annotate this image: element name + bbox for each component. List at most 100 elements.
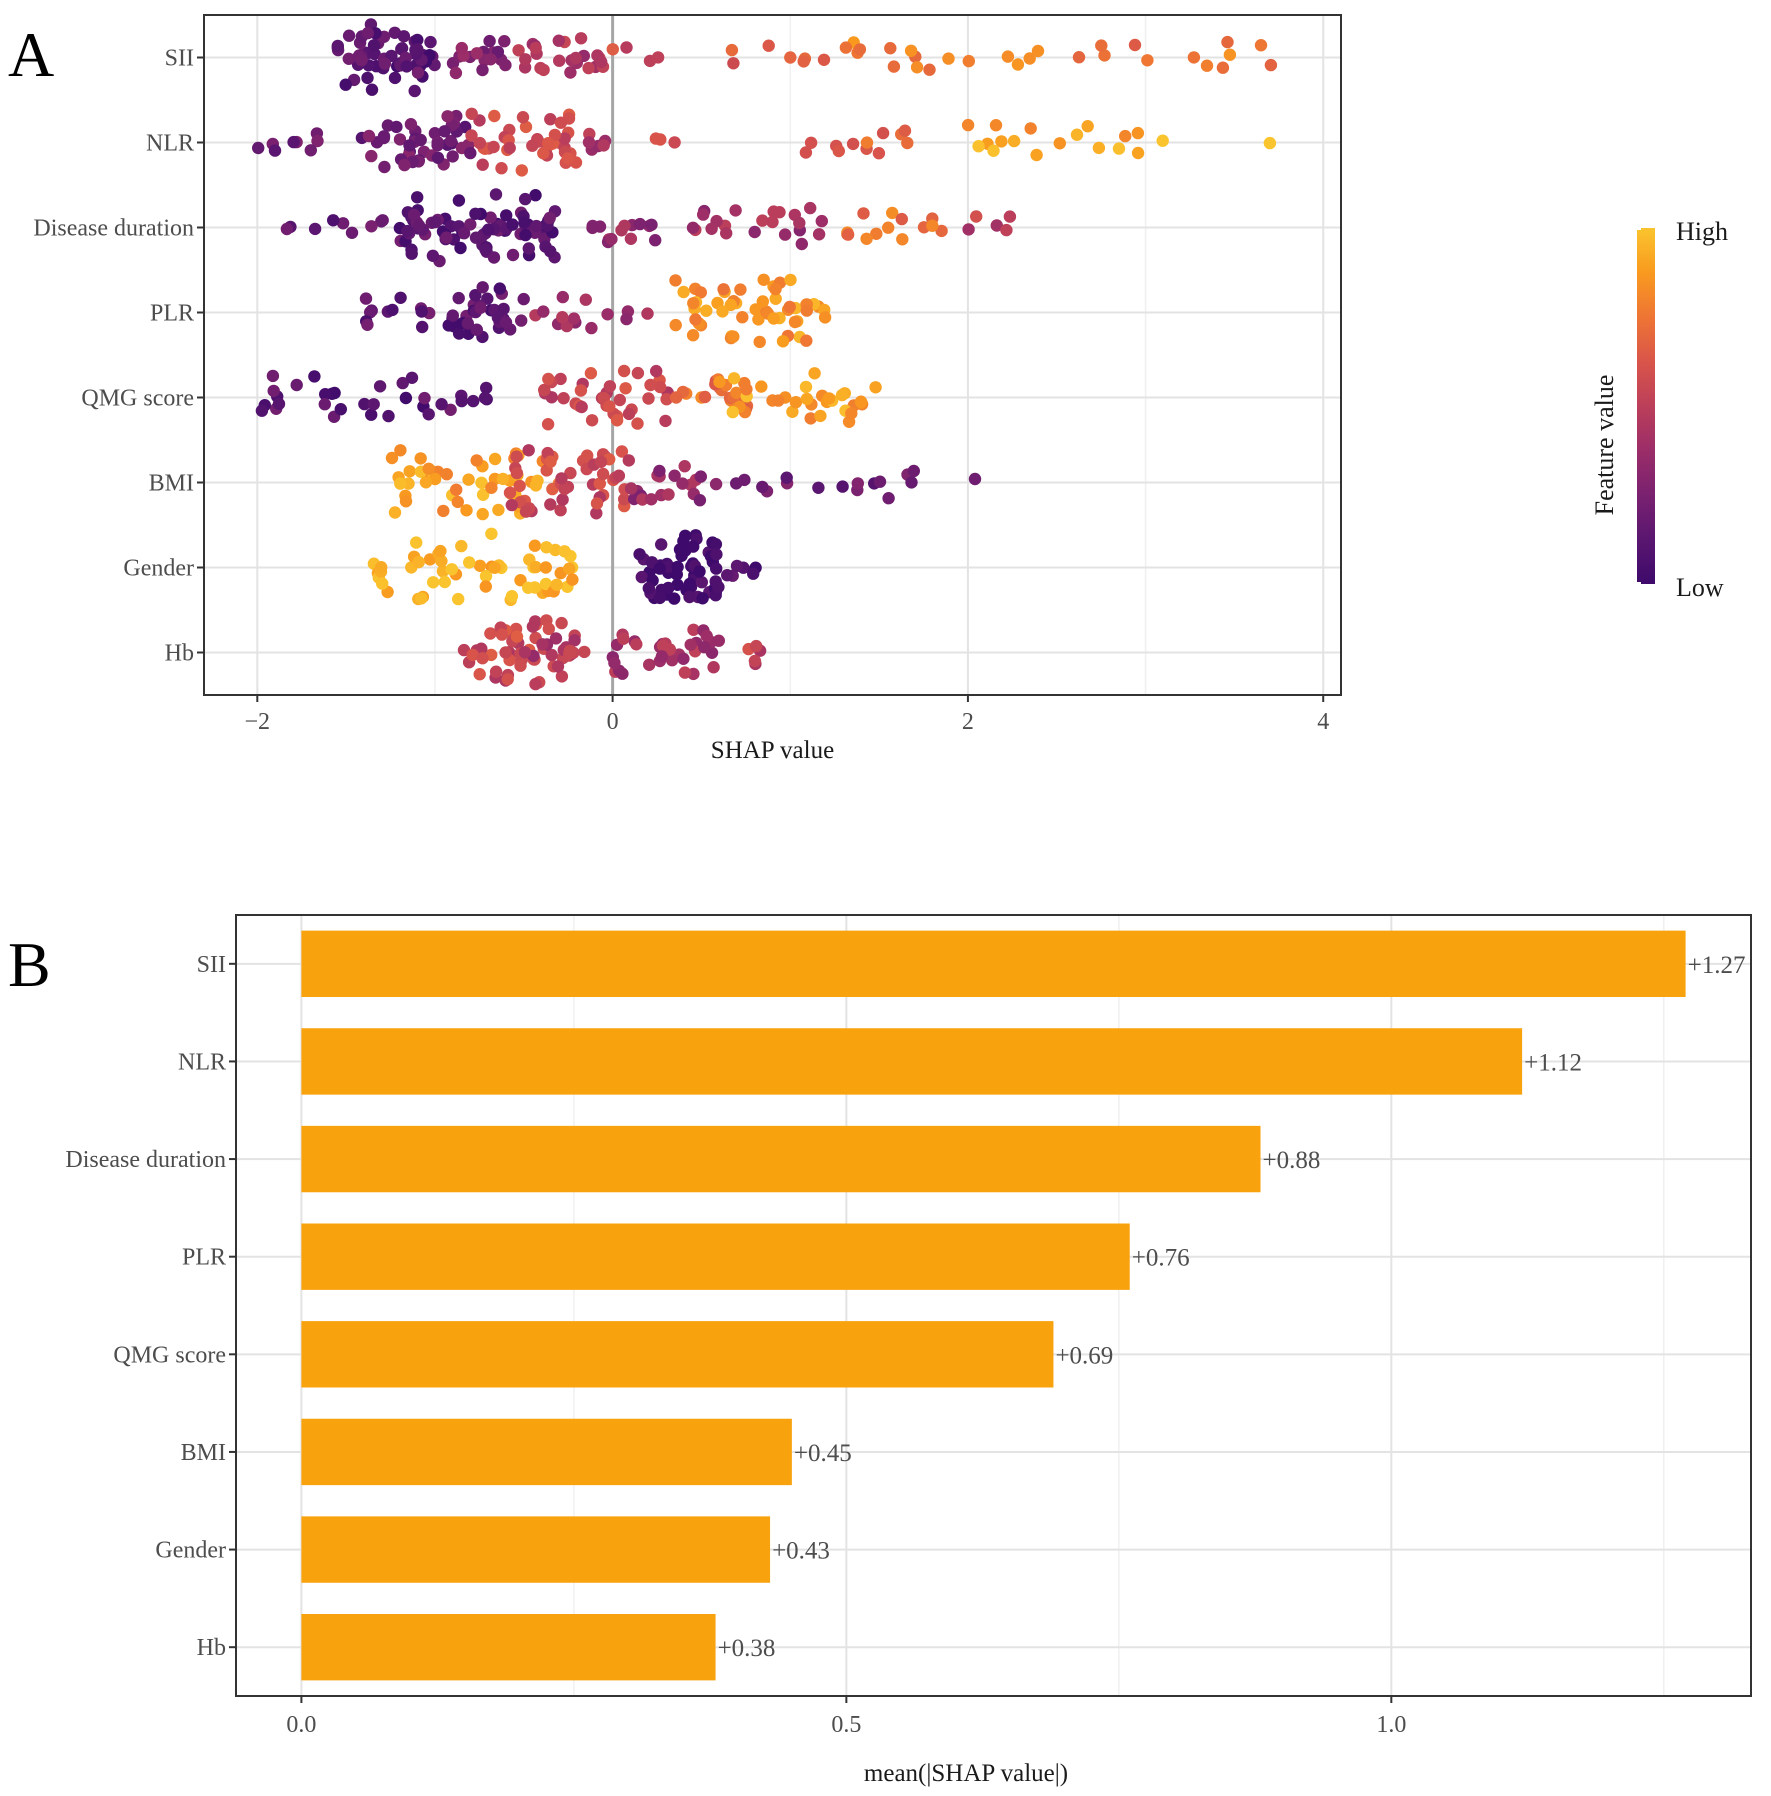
y-tick-label: QMG score	[81, 386, 194, 412]
shap-point	[510, 630, 524, 643]
shap-point	[687, 623, 700, 636]
importance-bar	[301, 1321, 1054, 1388]
shap-point	[475, 642, 488, 655]
x-tick-label: 1.0	[1376, 1712, 1406, 1738]
shap-point	[515, 164, 528, 177]
y-tick-label: Gender	[123, 556, 194, 582]
shap-point	[905, 476, 918, 489]
importance-bar-panel: +1.27 +1.12 +0.88 +0.76 +0.69 +0.45 +0.43 +0.38…	[65, 914, 1752, 1787]
shap-point	[415, 305, 428, 318]
shap-point	[832, 144, 845, 158]
shap-point	[268, 144, 282, 157]
shap-point	[676, 477, 689, 490]
shap-point	[671, 560, 684, 574]
shap-point	[1112, 142, 1126, 155]
shap-point	[501, 673, 514, 686]
shap-point	[544, 498, 557, 511]
shap-point	[730, 386, 743, 399]
shap-point	[452, 592, 465, 606]
shap-point	[1131, 146, 1145, 160]
shap-point	[540, 541, 553, 554]
shap-point	[935, 224, 948, 238]
shap-point	[630, 638, 643, 651]
shap-point	[668, 136, 681, 149]
shap-point	[530, 219, 543, 233]
shap-point	[403, 139, 416, 152]
shap-point	[841, 228, 855, 241]
shap-point	[479, 569, 493, 583]
shap-point	[633, 548, 646, 561]
shap-point	[476, 281, 489, 294]
shap-point	[962, 223, 975, 236]
shap-point	[496, 472, 510, 486]
shap-point	[665, 654, 679, 667]
shap-point	[529, 677, 542, 691]
series-gender	[367, 527, 762, 607]
shap-point	[412, 219, 426, 232]
shap-point	[397, 30, 411, 43]
shap-point	[566, 573, 579, 586]
shap-point	[553, 54, 566, 67]
shap-point	[585, 321, 598, 335]
shap-point	[846, 137, 860, 151]
series-hb	[457, 614, 767, 691]
bar-value-label: +0.45	[794, 1440, 852, 1467]
shap-point	[710, 548, 723, 561]
importance-bar	[301, 1028, 1523, 1095]
shap-point	[355, 54, 368, 67]
shap-point	[558, 482, 571, 496]
shap-point	[544, 113, 557, 126]
shap-point	[749, 303, 762, 316]
shap-point	[752, 313, 765, 326]
shap-point	[1187, 51, 1201, 64]
shap-point	[469, 289, 482, 302]
shap-point	[804, 201, 817, 215]
shap-point	[410, 536, 423, 549]
legend-title: Feature value	[1590, 375, 1619, 516]
shap-point	[651, 51, 665, 64]
shap-point	[424, 35, 437, 49]
shap-point	[361, 71, 374, 85]
shap-point	[693, 565, 706, 578]
shap-point	[788, 315, 802, 329]
shap-point	[644, 378, 657, 392]
shap-point	[386, 303, 399, 317]
shap-point	[597, 139, 610, 152]
shap-point	[669, 318, 682, 332]
shap-point	[1131, 126, 1145, 140]
shap-point	[709, 538, 723, 551]
legend-color-bar	[1637, 228, 1655, 584]
importance-bar	[301, 1125, 1261, 1193]
shap-point	[942, 52, 955, 65]
shap-point	[555, 670, 569, 683]
shap-point	[378, 160, 391, 174]
shap-point	[476, 652, 489, 665]
shap-point	[750, 639, 763, 653]
shap-point	[642, 392, 655, 405]
y-tick-label: PLR	[182, 1245, 226, 1271]
shap-point	[336, 217, 350, 230]
shap-point	[308, 222, 322, 236]
shap-point	[1119, 129, 1132, 143]
shap-point	[488, 561, 501, 574]
shap-point	[437, 504, 450, 518]
shap-point	[476, 158, 489, 171]
shap-point	[393, 133, 407, 146]
shap-point	[388, 506, 402, 519]
shap-point	[375, 215, 388, 228]
series-plr	[359, 273, 832, 349]
shap-point	[537, 305, 550, 318]
shap-point	[789, 396, 803, 409]
shap-point	[579, 293, 592, 306]
shap-point	[452, 327, 466, 340]
shap-point	[817, 53, 831, 66]
shap-point	[687, 540, 700, 553]
shap-point	[662, 581, 675, 595]
shap-point	[529, 479, 543, 492]
shap-point	[800, 392, 814, 406]
shap-point	[776, 335, 790, 348]
shap-point	[624, 482, 638, 495]
shap-point	[738, 473, 751, 487]
shap-point	[505, 590, 519, 603]
shap-point	[411, 66, 425, 79]
